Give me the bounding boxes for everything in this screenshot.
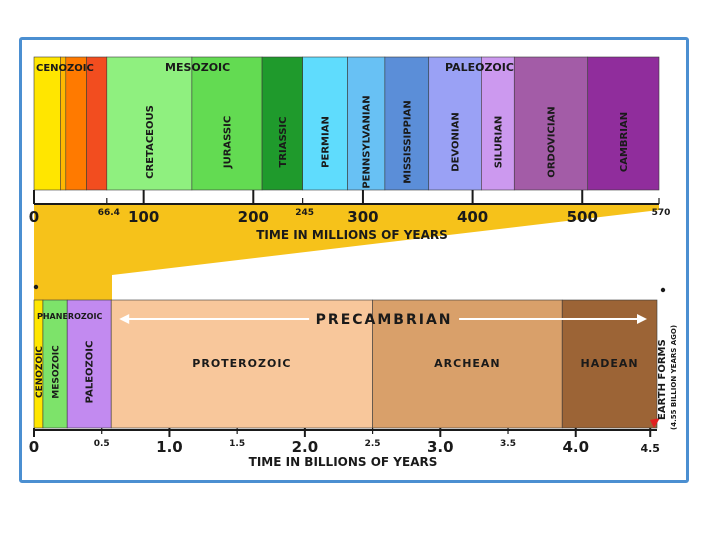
period-block bbox=[106, 56, 193, 191]
top-minor-tick-label: 245 bbox=[295, 208, 314, 218]
bottom-tick-label: 0 bbox=[29, 438, 39, 456]
period-block bbox=[428, 56, 482, 191]
period-block bbox=[86, 56, 108, 191]
eon-label-phanerozoic: PHANEROZOIC bbox=[37, 312, 102, 321]
zoom-wedge bbox=[34, 204, 659, 300]
top-tick-label: 100 bbox=[128, 208, 159, 226]
period-label: MISSISSIPPIAN bbox=[402, 100, 413, 184]
precambrian-arrow bbox=[119, 314, 647, 324]
bottom-tick-label: 4.0 bbox=[562, 438, 589, 456]
bottom-tick-label: 3.0 bbox=[427, 438, 454, 456]
period-block bbox=[261, 56, 303, 191]
period-label: SILURIAN bbox=[493, 116, 504, 169]
period-label: ORDOVICIAN bbox=[546, 106, 557, 177]
earth-forms-label: EARTH FORMS bbox=[657, 339, 668, 420]
top-minor-tick-label: 570 bbox=[652, 208, 671, 218]
eon-block-label: PALEOZOIC bbox=[85, 341, 96, 404]
bottom-tick-label: 1.0 bbox=[156, 438, 183, 456]
top-tick-label: 300 bbox=[347, 208, 378, 226]
bottom-minor-tick-label: 3.5 bbox=[500, 439, 516, 449]
period-block bbox=[513, 56, 589, 191]
era-label-paleozoic: PALEOZOIC bbox=[445, 61, 514, 74]
period-block bbox=[347, 56, 386, 191]
top-tick-label: 200 bbox=[238, 208, 269, 226]
earth-forms-marker-icon bbox=[650, 418, 660, 428]
period-block bbox=[587, 56, 660, 191]
top-tick-label: 0 bbox=[29, 208, 39, 226]
top-minor-tick-label: 66.4 bbox=[98, 208, 120, 218]
period-block bbox=[65, 56, 87, 191]
era-label-mesozoic: MESOZOIC bbox=[165, 61, 230, 74]
eon-block bbox=[42, 299, 68, 429]
bottom-axis-title: TIME IN BILLIONS OF YEARS bbox=[249, 455, 438, 469]
top-axis-title: TIME IN MILLIONS OF YEARS bbox=[256, 228, 448, 242]
period-label: PERMIAN bbox=[321, 116, 332, 168]
eon-block bbox=[110, 299, 373, 429]
period-block bbox=[33, 56, 61, 191]
eon-block-label: ARCHEAN bbox=[434, 357, 501, 370]
eon-block-label: HADEAN bbox=[581, 357, 639, 370]
period-label: DEVONIAN bbox=[451, 112, 462, 171]
bottom-minor-tick-label: 0.5 bbox=[94, 439, 110, 449]
period-block bbox=[302, 56, 348, 191]
top-tick-label: 400 bbox=[457, 208, 488, 226]
period-label: TRIASSIC bbox=[278, 117, 289, 168]
bottom-tick-label: 4.5 bbox=[640, 442, 660, 455]
period-block bbox=[384, 56, 430, 191]
era-label-cenozoic: CENOZOIC bbox=[36, 63, 94, 74]
bottom-tick-label: 2.0 bbox=[292, 438, 319, 456]
precambrian-label: PRECAMBRIAN bbox=[316, 312, 453, 328]
period-label: PENNSYLVANIAN bbox=[362, 95, 373, 188]
dot-marker bbox=[33, 284, 39, 290]
dot-marker bbox=[660, 287, 666, 293]
eon-block bbox=[372, 299, 563, 429]
eon-block-label: CENOZOIC bbox=[35, 346, 45, 398]
period-block bbox=[60, 56, 67, 191]
period-label: CRETACEOUS bbox=[145, 105, 156, 179]
top-tick-label: 500 bbox=[567, 208, 598, 226]
period-label: CAMBRIAN bbox=[619, 112, 630, 172]
period-label: JURASSIC bbox=[222, 116, 233, 169]
eon-block-label: PROTEROZOIC bbox=[192, 357, 291, 370]
eon-block-label: MESOZOIC bbox=[52, 345, 62, 399]
bottom-minor-tick-label: 2.5 bbox=[365, 439, 381, 449]
bottom-minor-tick-label: 1.5 bbox=[229, 439, 245, 449]
period-block bbox=[191, 56, 263, 191]
earth-forms-sublabel: (4.55 BILLION YEARS AGO) bbox=[670, 325, 678, 430]
